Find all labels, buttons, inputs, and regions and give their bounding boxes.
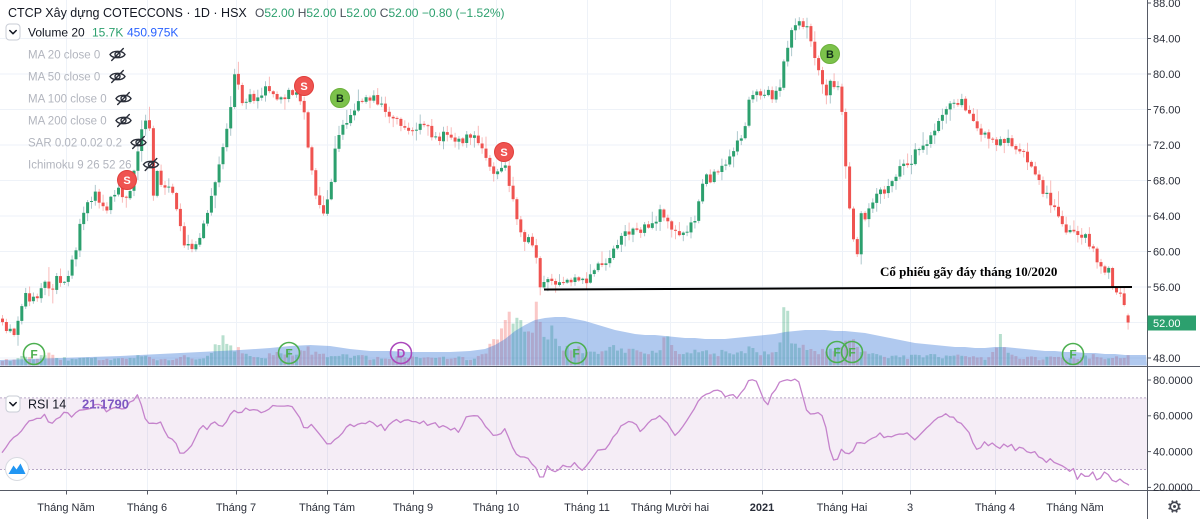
svg-text:MA 20 close 0: MA 20 close 0 bbox=[28, 50, 100, 62]
svg-text:F: F bbox=[848, 346, 855, 360]
svg-text:Tháng 9: Tháng 9 bbox=[393, 502, 433, 514]
svg-text:3: 3 bbox=[907, 502, 913, 514]
svg-text:RSI 14: RSI 14 bbox=[28, 398, 66, 412]
svg-text:MA 200 close 0: MA 200 close 0 bbox=[28, 116, 107, 128]
svg-text:Ichimoku 9 26 52 26: Ichimoku 9 26 52 26 bbox=[28, 160, 132, 172]
svg-text:F: F bbox=[30, 348, 37, 362]
svg-text:S: S bbox=[500, 147, 507, 159]
svg-text:68.00: 68.00 bbox=[1153, 175, 1181, 187]
svg-text:S: S bbox=[123, 175, 130, 187]
svg-text:Tháng Tám: Tháng Tám bbox=[299, 502, 355, 514]
svg-text:Cổ phiếu gãy đáy tháng 10/202: Cổ phiếu gãy đáy tháng 10/2020 bbox=[880, 264, 1057, 279]
svg-text:64.00: 64.00 bbox=[1153, 211, 1181, 223]
svg-text:F: F bbox=[572, 347, 579, 361]
svg-text:72.00: 72.00 bbox=[1153, 140, 1181, 152]
svg-text:B: B bbox=[336, 93, 344, 105]
svg-text:20.0000: 20.0000 bbox=[1153, 482, 1193, 494]
svg-text:84.00: 84.00 bbox=[1153, 33, 1181, 45]
svg-text:Tháng Mười hai: Tháng Mười hai bbox=[631, 502, 709, 514]
svg-text:Tháng 4: Tháng 4 bbox=[975, 502, 1015, 514]
svg-text:60.0000: 60.0000 bbox=[1153, 411, 1193, 423]
svg-text:80.00: 80.00 bbox=[1153, 69, 1181, 81]
svg-text:48.00: 48.00 bbox=[1153, 353, 1181, 365]
svg-text:21.1790: 21.1790 bbox=[82, 397, 129, 412]
svg-text:56.00: 56.00 bbox=[1153, 282, 1181, 294]
svg-text:88.00: 88.00 bbox=[1153, 0, 1181, 10]
svg-text:Tháng Hai: Tháng Hai bbox=[817, 502, 868, 514]
svg-text:Tháng 6: Tháng 6 bbox=[127, 502, 167, 514]
svg-text:450.975K: 450.975K bbox=[127, 26, 178, 40]
svg-text:F: F bbox=[833, 346, 840, 360]
svg-text:52.00: 52.00 bbox=[1153, 318, 1181, 330]
svg-text:Tháng 10: Tháng 10 bbox=[473, 502, 519, 514]
svg-text:Tháng 11: Tháng 11 bbox=[564, 502, 610, 514]
svg-text:S: S bbox=[300, 81, 307, 93]
svg-text:Tháng 7: Tháng 7 bbox=[216, 502, 256, 514]
svg-text:SAR 0.02 0.02 0.2: SAR 0.02 0.02 0.2 bbox=[28, 138, 122, 150]
svg-text:40.0000: 40.0000 bbox=[1153, 446, 1193, 458]
svg-text:D: D bbox=[397, 347, 406, 361]
svg-text:2021: 2021 bbox=[750, 502, 774, 514]
svg-text:Tháng Năm: Tháng Năm bbox=[37, 502, 94, 514]
svg-text:Volume 20: Volume 20 bbox=[28, 26, 85, 40]
svg-text:Tháng Năm: Tháng Năm bbox=[1046, 502, 1103, 514]
svg-text:80.0000: 80.0000 bbox=[1153, 375, 1193, 387]
svg-text:O52.00 H52.00 L52.00 C52.00: O52.00 H52.00 L52.00 C52.00 −0.80 (−1.52… bbox=[255, 6, 505, 20]
svg-text:CTCP Xây dựng COTECCONS · 1D ·: CTCP Xây dựng COTECCONS · 1D · HSX bbox=[8, 6, 247, 20]
svg-text:MA 100 close 0: MA 100 close 0 bbox=[28, 94, 107, 106]
svg-text:F: F bbox=[285, 347, 292, 361]
svg-text:F: F bbox=[1069, 348, 1076, 362]
svg-text:B: B bbox=[826, 49, 834, 61]
svg-text:76.00: 76.00 bbox=[1153, 104, 1181, 116]
svg-text:15.7K: 15.7K bbox=[92, 26, 123, 40]
svg-text:MA 50 close 0: MA 50 close 0 bbox=[28, 72, 100, 84]
svg-text:60.00: 60.00 bbox=[1153, 246, 1181, 258]
